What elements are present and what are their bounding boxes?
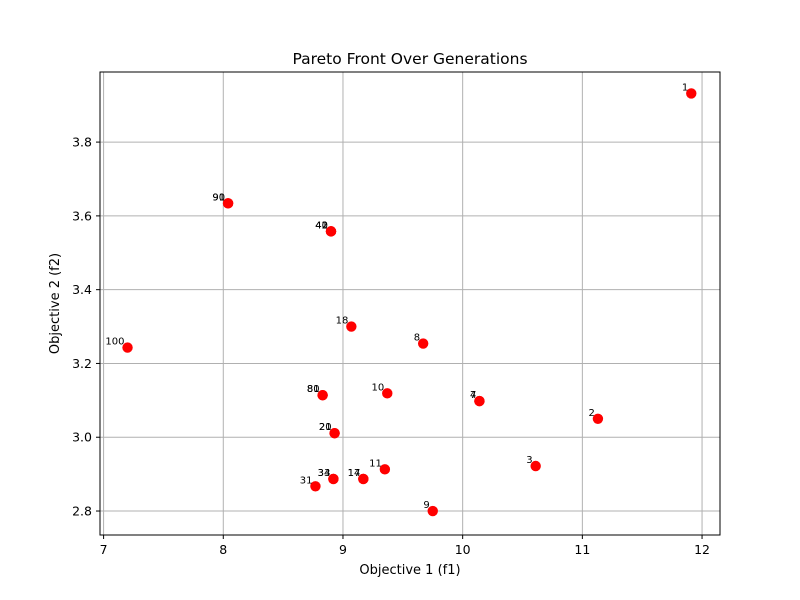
data-point [222,198,234,209]
point-label: 91 [212,192,225,203]
data-point [346,321,357,332]
data-point [592,413,604,424]
point-label: 1 [682,82,688,93]
y-axis-label: Objective 2 (f2) [48,253,63,354]
point-label: 80 [307,384,320,395]
point-label: 2 [589,408,595,419]
point-label: 8 [414,333,420,344]
plot-frame [99,71,721,536]
data-point [329,427,340,439]
y-tick-label: 3.8 [72,135,92,150]
data-point [474,395,485,407]
x-axis-label: Objective 1 (f1) [359,563,460,578]
point-label: 20 [319,422,332,433]
y-tick-label: 3.6 [72,208,92,223]
x-tick-label: 11 [574,542,590,557]
y-tick-label: 2.8 [72,504,92,519]
data-point [382,388,393,399]
data-point [122,342,133,353]
x-tick-label: 7 [100,542,108,557]
point-label: 34 [318,468,331,479]
y-tick-label: 3.4 [72,282,92,297]
x-tick-label: 9 [339,542,347,557]
data-point [317,389,328,401]
point-label: 31 [300,475,313,486]
point-label: 14 [348,468,361,479]
point-label: 7 [470,390,476,401]
point-label: 10 [372,382,385,393]
data-point [358,473,369,485]
point-label: 11 [369,458,382,469]
data-point [417,338,429,349]
data-point [686,88,697,99]
data-point [325,226,337,237]
point-label: 41 [315,220,328,231]
y-tick-label: 3.0 [72,430,92,445]
point-label: 81 [307,384,320,395]
axis-ticks: 7 8 9 10 11 12 2.8 3.0 3.2 3.4 3.6 3.8 [72,135,710,557]
point-label: 4 [470,390,476,401]
y-tick-label: 3.2 [72,356,92,371]
point-label: 18 [336,316,349,327]
point-label: 100 [105,337,124,348]
point-label: 17 [348,468,361,479]
grid [100,72,720,535]
point-label: 9 [423,500,429,511]
chart-title: Pareto Front Over Generations [292,50,527,68]
point-label: 33 [318,468,331,479]
point-label: 3 [526,455,532,466]
x-tick-label: 10 [455,542,471,557]
data-point [530,460,541,472]
point-labels: 1234789101114171820213133344041428081909… [105,82,688,511]
x-tick-label: 12 [694,542,710,557]
x-tick-label: 8 [219,542,227,557]
data-point [310,481,321,492]
point-label: 42 [315,220,328,231]
data-point [379,464,391,475]
point-label: 90 [212,192,225,203]
data-points [122,88,697,517]
data-point [427,505,438,517]
point-label: 40 [315,220,328,231]
data-point [328,473,339,485]
point-label: 21 [319,422,332,433]
